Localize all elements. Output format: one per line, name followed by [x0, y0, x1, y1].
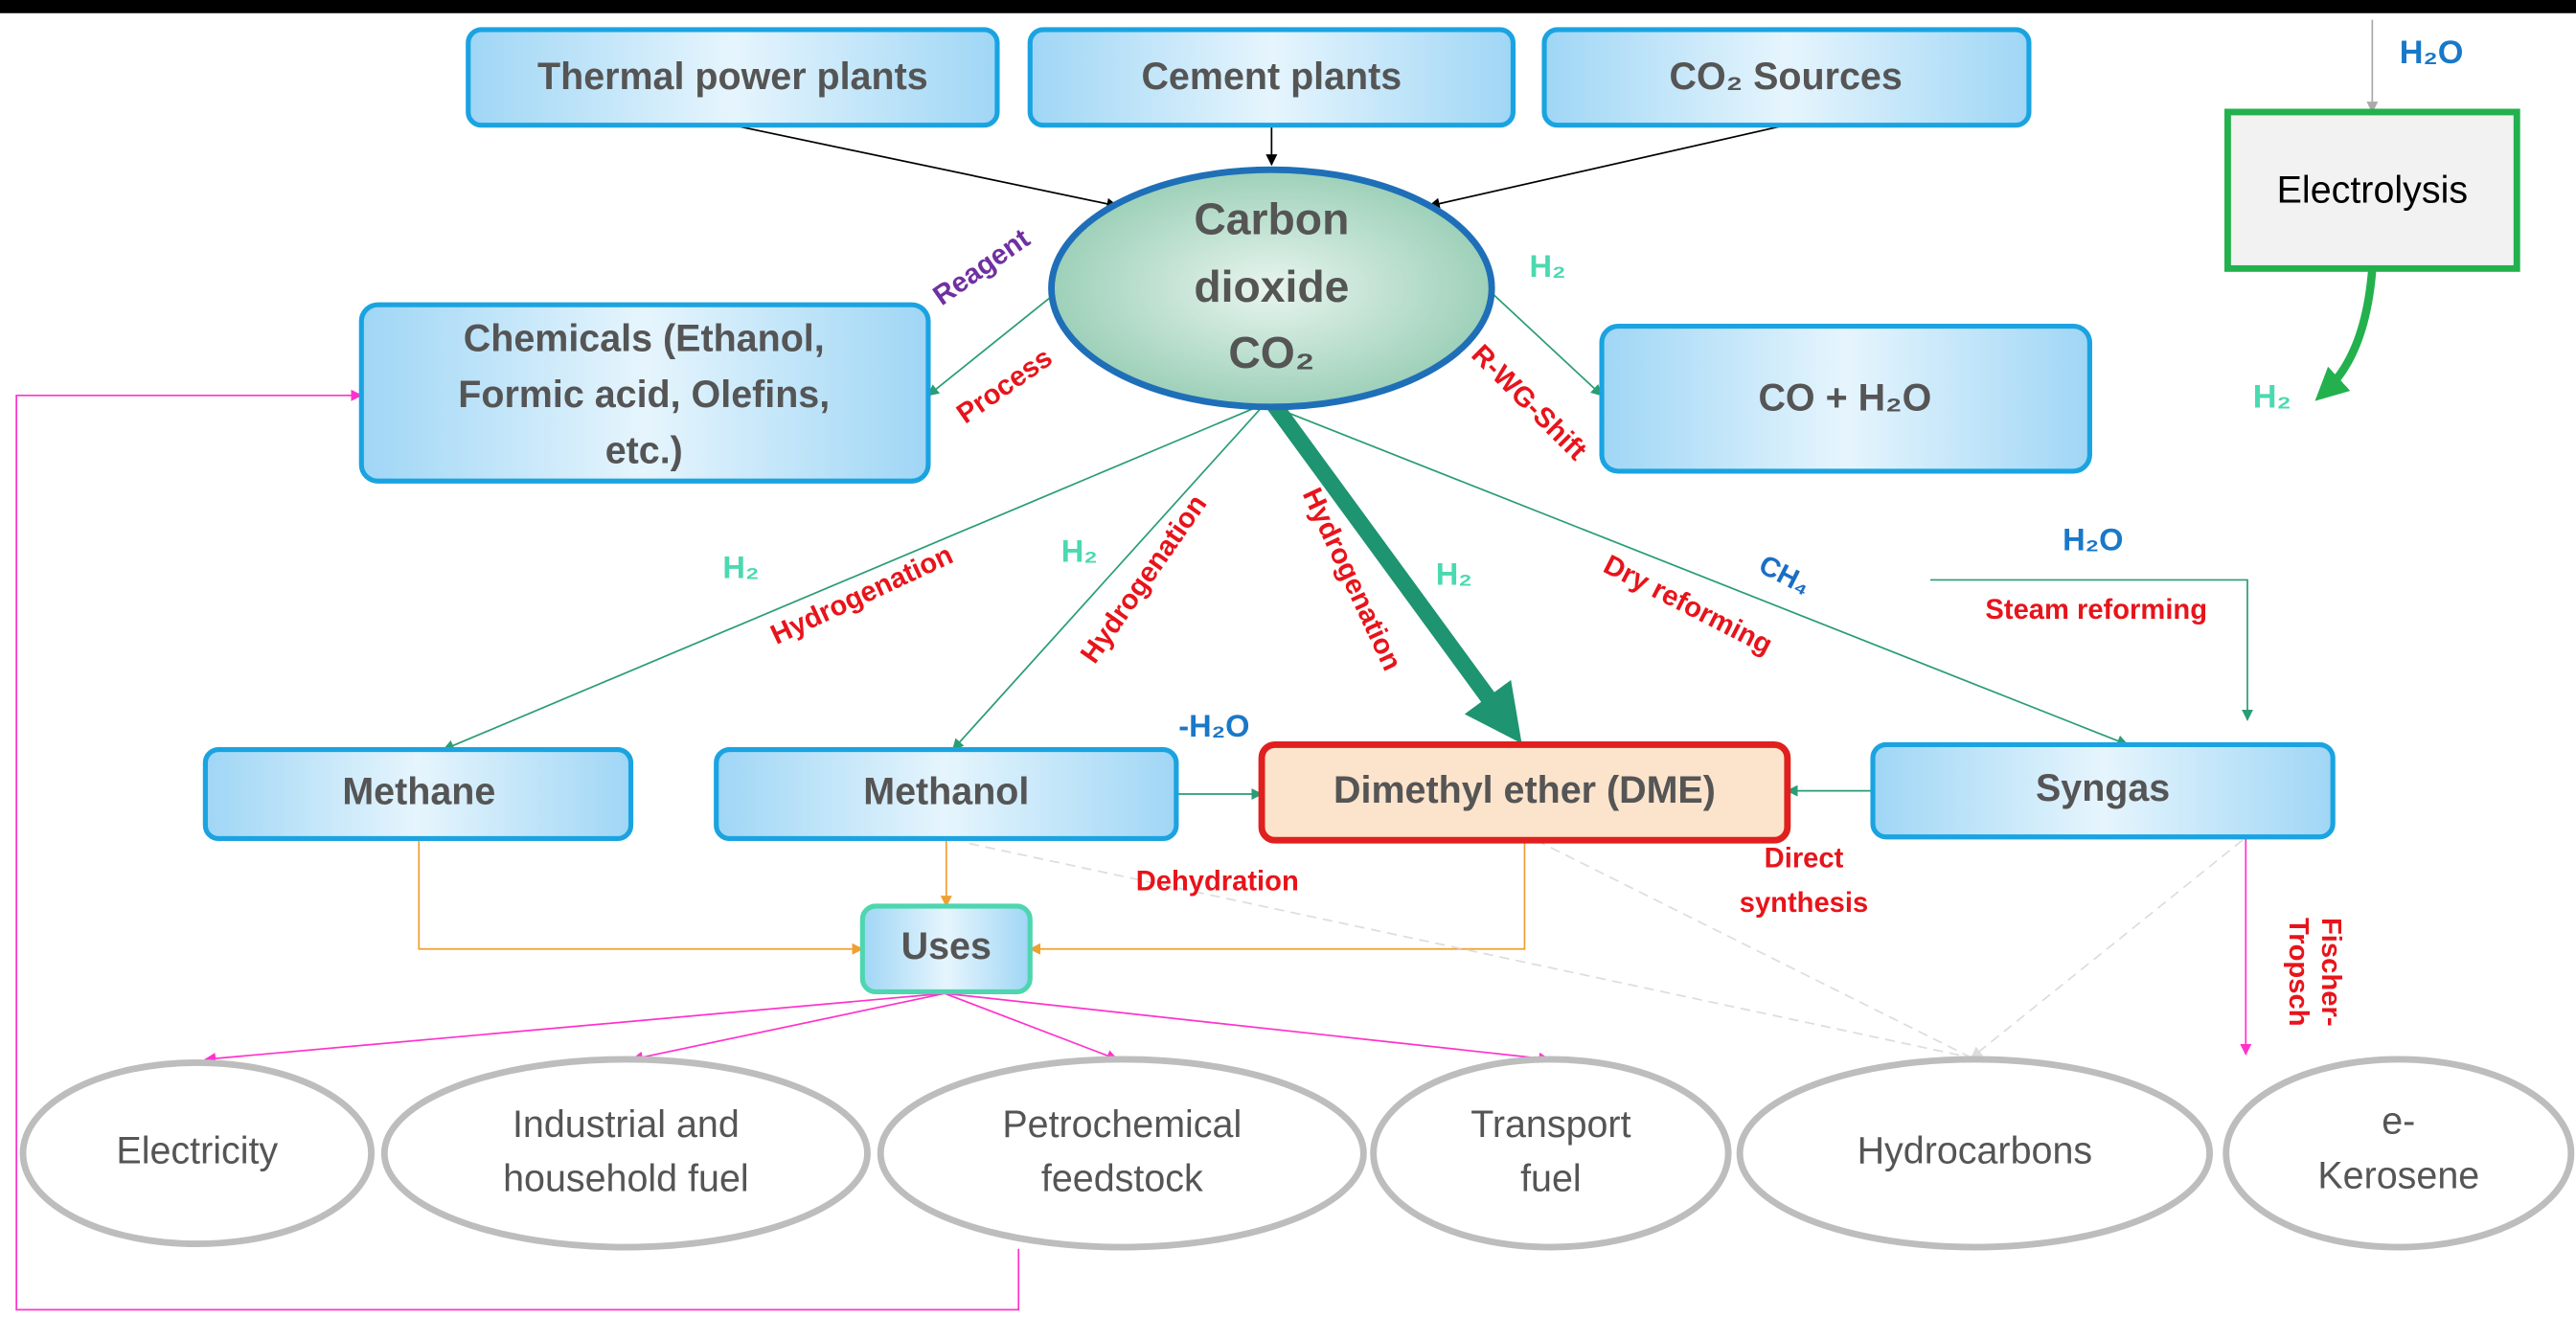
edge-label: H₂ [1061, 534, 1098, 569]
output-label: Transport [1470, 1103, 1630, 1146]
input-label: H₂O [2400, 34, 2464, 71]
output-label: H₂ [2253, 378, 2291, 415]
output-label: e- [2382, 1100, 2415, 1142]
edge-label: Dry reforming [1599, 550, 1777, 661]
node-label: dioxide [1194, 261, 1349, 311]
node-label: Thermal power plants [537, 56, 928, 98]
edges [15, 19, 2379, 1311]
node-label: Formic acid, Olefins, [458, 374, 830, 416]
output-label: Hydrocarbons [1858, 1129, 2093, 1171]
output-label: Electricity [116, 1129, 278, 1171]
output-label: household fuel [503, 1158, 749, 1200]
edge-label: synthesis [1740, 888, 1868, 919]
node-label: Dimethyl ether (DME) [1334, 769, 1716, 811]
source-nodes: Thermal power plants Cement plants CO₂ S… [466, 27, 2032, 128]
node-label: Electrolysis [2277, 170, 2468, 212]
node-label: Carbon [1194, 193, 1349, 243]
edge-label: H₂ [722, 550, 759, 585]
node-label: CO₂ Sources [1669, 56, 1902, 98]
output-label: Kerosene [2317, 1154, 2479, 1196]
edge-labels: Reagent Process H₂ R-WG-Shift H₂ Hydroge… [722, 223, 2346, 1027]
edge-label: Reagent [928, 223, 1037, 312]
node-label: Syngas [2036, 767, 2170, 809]
edge-label: H₂ [1529, 248, 1565, 284]
output-label: fuel [1520, 1158, 1582, 1200]
edge-label: Dehydration [1136, 867, 1299, 898]
output-nodes [19, 1056, 2575, 1251]
edge-label: Fischer- [2315, 918, 2346, 1027]
output-label: Industrial and [513, 1103, 740, 1146]
node-label: Cement plants [1141, 56, 1402, 98]
node-label: CO + H₂O [1758, 376, 1931, 419]
node-label: Methanol [863, 770, 1029, 812]
edge-label: Hydrogenation [1075, 489, 1213, 669]
output-label: feedstock [1041, 1158, 1203, 1200]
node-label: Chemicals (Ethanol, [464, 317, 825, 359]
node-label: Uses [901, 925, 992, 967]
chemicals-node [358, 302, 931, 484]
edge-label: Direct [1765, 844, 1844, 875]
node-label: CO₂ [1228, 328, 1314, 377]
electrolysis-node [2224, 108, 2520, 272]
edge-label: H₂ [1436, 557, 1472, 592]
co2-node [1048, 166, 1495, 411]
output-label: Petrochemical [1002, 1103, 1242, 1146]
edge-label: CH₄ [1754, 550, 1815, 602]
edge-label: Steam reforming [1985, 595, 2207, 625]
edge-label: H₂O [2063, 521, 2123, 557]
edge-label: Hydrogenation [766, 539, 958, 650]
edge-label: R-WG-Shift [1466, 339, 1593, 466]
edge-label: Process [951, 342, 1058, 430]
edge-label: -H₂O [1178, 708, 1249, 743]
product-nodes: Methane Methanol Dimethyl ether (DME) Sy… [202, 741, 2336, 995]
co-h2o-node [1599, 323, 2092, 474]
edge-label: Tropsch [2283, 918, 2314, 1027]
node-label: Methane [342, 770, 495, 812]
top-bar [0, 0, 2576, 13]
node-label: etc.) [605, 429, 683, 471]
